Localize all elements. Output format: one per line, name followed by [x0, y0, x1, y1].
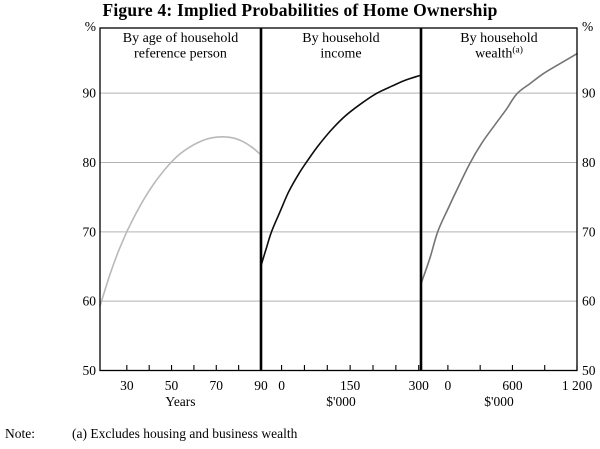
- y-tick-label-right: 60: [582, 294, 596, 309]
- note-label: Note:: [5, 426, 35, 441]
- y-axis-unit-right: %: [582, 19, 593, 34]
- y-tick-label-left: 90: [83, 86, 97, 101]
- y-tick-label-left: 60: [83, 294, 97, 309]
- panel-title-line1: By age of household: [123, 31, 238, 46]
- x-tick-label: 600: [502, 378, 523, 393]
- y-tick-label-right: 80: [582, 155, 596, 170]
- x-tick-label: 90: [254, 378, 268, 393]
- figure-title: Figure 4: Implied Probabilities of Home …: [102, 0, 498, 20]
- x-tick-label: 0: [278, 378, 285, 393]
- y-tick-label-left: 50: [83, 363, 97, 378]
- panel-title-line1: By household: [302, 31, 379, 46]
- panel-title-line1: By household: [460, 31, 537, 46]
- curve-implied-probability-by-income: [260, 74, 422, 267]
- x-tick-label: 50: [165, 378, 179, 393]
- x-tick-label: 1 200: [562, 378, 593, 393]
- y-tick-label-right: 70: [582, 224, 596, 239]
- chart-canvas: 30 50 70 90 Years By age of householdreferenc…: [83, 19, 596, 409]
- note-text: (a) Excludes housing and business wealth: [72, 426, 298, 441]
- x-tick-label: 300: [409, 378, 430, 393]
- curve-implied-probability-by-age: [99, 136, 262, 307]
- y-tick-label-right: 50: [582, 363, 596, 378]
- x-axis-label: Years: [165, 394, 195, 409]
- y-tick-label-right: 90: [582, 86, 596, 101]
- y-axis-unit-left: %: [85, 19, 96, 34]
- y-tick-label-left: 70: [83, 224, 97, 239]
- panel-title-line2: reference person: [134, 47, 227, 62]
- x-axis-label: $'000: [484, 394, 514, 409]
- x-tick-label: 70: [210, 378, 224, 393]
- panel-title-line2: income: [320, 47, 361, 62]
- panel-title-line2: wealth(a): [475, 45, 523, 62]
- x-tick-label: 30: [120, 378, 134, 393]
- x-tick-label: 0: [445, 378, 452, 393]
- x-tick-label: 150: [340, 378, 361, 393]
- x-axis-label: $'000: [326, 394, 356, 409]
- y-tick-label-left: 80: [83, 155, 97, 170]
- curve-implied-probability-by-wealth: [420, 52, 578, 285]
- plot-border: [99, 27, 578, 372]
